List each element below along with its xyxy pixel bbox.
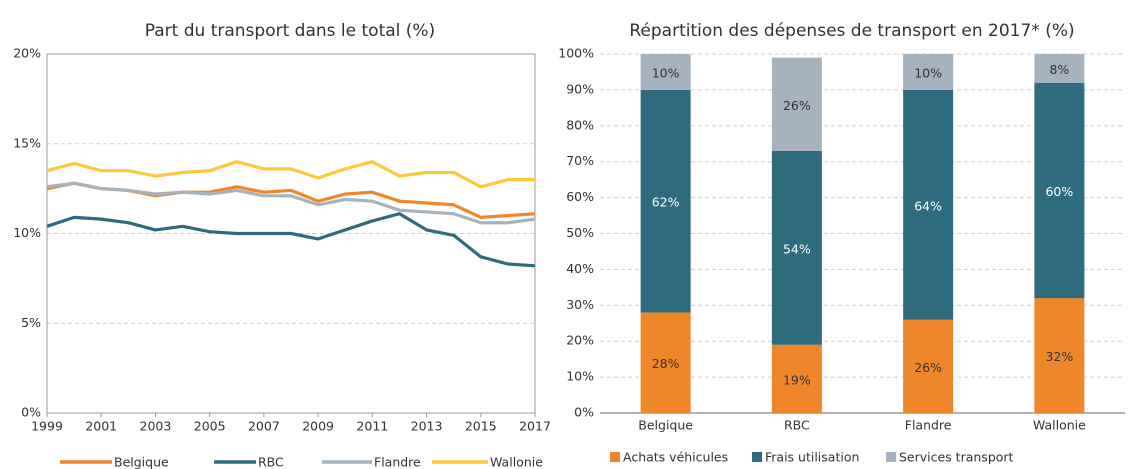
legend-label: Achats véhicules [623,450,728,465]
bar-segment [903,319,954,413]
y-tick-label: 40% [566,261,594,276]
y-tick-label: 60% [566,189,594,204]
series-line [46,181,536,225]
value-label: 26% [914,360,942,375]
chart-title: Part du transport dans le total (%) [145,21,435,41]
bar-segment [640,54,691,90]
y-tick-label: 5% [21,315,41,330]
plot-frame [46,53,536,414]
y-tick-label: 0% [21,405,41,420]
bar-segment [640,89,691,313]
bar-segment [640,312,691,413]
x-tick-label: 2013 [411,419,443,434]
bar-segment [903,54,954,90]
legend-label: Services transport [899,450,1014,465]
series-line [46,160,535,189]
y-tick-label: 10% [13,225,41,240]
value-label: 32% [1045,349,1073,364]
bar-segment [771,57,822,151]
x-tick-label: Belgique [638,418,693,433]
y-tick-label: 90% [566,81,594,96]
bar-segment [771,344,822,413]
x-tick-label: 2015 [465,419,497,434]
value-label: 10% [652,65,680,80]
bar-segment [1034,298,1085,413]
x-tick-label: 2007 [248,419,280,434]
value-label: 62% [652,195,680,210]
y-tick-label: 80% [566,117,594,132]
x-tick-label: 2005 [194,419,226,434]
value-label: 54% [783,241,811,256]
legend-label: Flandre [374,455,421,469]
y-tick-label: 10% [566,369,594,384]
legend-label: RBC [258,455,284,469]
x-tick-label: 2017 [519,419,551,434]
legend-swatch [886,452,896,462]
value-label: 8% [1049,62,1069,77]
x-tick-label: 2003 [140,419,172,434]
y-tick-label: 70% [566,153,594,168]
x-tick-label: 2009 [302,419,334,434]
value-label: 60% [1045,184,1073,199]
x-tick-label: 2001 [85,419,117,434]
bar-segment [1034,82,1085,299]
y-tick-label: 20% [13,46,41,61]
value-label: 64% [914,198,942,213]
bar-segment [903,89,954,320]
y-tick-label: 15% [13,135,41,150]
y-tick-label: 20% [566,333,594,348]
legend-swatch [610,452,620,462]
x-tick-label: 2011 [356,419,388,434]
y-tick-label: 100% [558,46,594,61]
series-line [46,212,536,268]
x-tick-label: Wallonie [1033,418,1086,433]
y-tick-label: 50% [566,225,594,240]
x-tick-label: Flandre [905,418,952,433]
y-tick-label: 0% [574,405,594,420]
value-label: 28% [652,356,680,371]
legend-label: Wallonie [490,455,543,469]
value-label: 19% [783,372,811,387]
x-tick-label: RBC [784,418,810,433]
bar-segment [1034,54,1085,83]
chart-title: Répartition des dépenses de transport en… [629,21,1074,41]
legend-label: Belgique [114,455,169,469]
legend-swatch [752,452,762,462]
value-label: 10% [914,65,942,80]
value-label: 26% [783,98,811,113]
y-tick-label: 30% [566,297,594,312]
legend-label: Frais utilisation [765,450,859,465]
bar-segment [771,150,822,345]
x-tick-label: 1999 [31,419,63,434]
